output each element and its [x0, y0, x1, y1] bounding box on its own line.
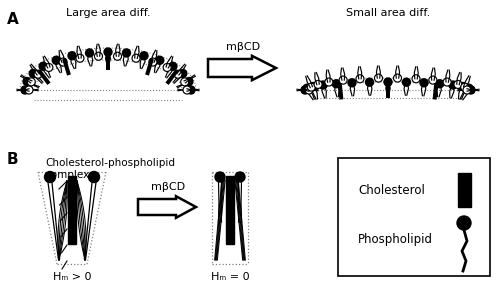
Circle shape: [308, 83, 316, 91]
Bar: [338, 158, 490, 276]
Circle shape: [420, 79, 428, 87]
Polygon shape: [166, 69, 179, 85]
Circle shape: [140, 52, 148, 60]
Circle shape: [149, 58, 157, 66]
Circle shape: [28, 78, 36, 86]
Text: mβCD: mβCD: [226, 42, 260, 52]
Polygon shape: [145, 58, 154, 76]
Circle shape: [25, 86, 33, 94]
Circle shape: [235, 172, 245, 182]
Circle shape: [394, 74, 402, 82]
Circle shape: [384, 78, 392, 86]
Circle shape: [467, 86, 475, 94]
Circle shape: [122, 49, 130, 57]
Circle shape: [303, 84, 311, 92]
Circle shape: [309, 83, 317, 91]
Polygon shape: [338, 83, 344, 100]
FancyArrow shape: [208, 56, 276, 80]
Polygon shape: [37, 69, 51, 85]
Bar: [458, 173, 471, 207]
Circle shape: [76, 54, 84, 62]
Circle shape: [132, 54, 140, 62]
Circle shape: [114, 52, 122, 60]
Text: mβCD: mβCD: [151, 182, 185, 192]
Circle shape: [21, 86, 29, 94]
Polygon shape: [106, 53, 110, 70]
Text: Phospholipid: Phospholipid: [358, 233, 433, 247]
Circle shape: [68, 52, 76, 60]
Circle shape: [465, 84, 473, 92]
Circle shape: [45, 64, 53, 72]
Circle shape: [169, 62, 177, 70]
Circle shape: [429, 76, 437, 84]
Polygon shape: [62, 58, 71, 76]
Circle shape: [29, 70, 37, 78]
Circle shape: [305, 86, 313, 94]
Circle shape: [215, 172, 225, 182]
Bar: [226, 176, 234, 244]
Circle shape: [301, 86, 309, 94]
Text: Small area diff.: Small area diff.: [346, 8, 430, 18]
Circle shape: [44, 172, 56, 182]
Circle shape: [412, 75, 420, 83]
Circle shape: [34, 70, 42, 78]
Polygon shape: [386, 82, 390, 98]
Circle shape: [402, 78, 410, 86]
Circle shape: [39, 62, 47, 70]
Circle shape: [59, 58, 67, 66]
Circle shape: [325, 78, 333, 86]
Bar: [68, 176, 76, 244]
Circle shape: [332, 80, 340, 88]
Text: B: B: [7, 152, 18, 167]
Text: A: A: [7, 12, 19, 27]
Circle shape: [180, 78, 188, 86]
Circle shape: [314, 80, 322, 88]
Text: Hₘ = 0: Hₘ = 0: [210, 272, 250, 282]
Circle shape: [319, 81, 327, 89]
Circle shape: [23, 78, 31, 86]
Circle shape: [366, 78, 374, 86]
Circle shape: [156, 56, 164, 64]
Circle shape: [104, 48, 112, 56]
Circle shape: [187, 86, 195, 94]
Circle shape: [457, 216, 471, 230]
Circle shape: [185, 78, 193, 86]
Circle shape: [459, 83, 467, 91]
Circle shape: [436, 80, 444, 88]
Circle shape: [174, 70, 182, 78]
Circle shape: [52, 56, 60, 64]
Circle shape: [86, 49, 94, 57]
Text: Large area diff.: Large area diff.: [66, 8, 150, 18]
Circle shape: [460, 83, 468, 91]
Circle shape: [463, 86, 471, 94]
Circle shape: [356, 75, 364, 83]
Circle shape: [374, 74, 382, 82]
Circle shape: [94, 52, 102, 60]
Circle shape: [449, 81, 457, 89]
FancyArrow shape: [138, 196, 196, 218]
Text: Hₘ > 0: Hₘ > 0: [53, 272, 91, 282]
Circle shape: [348, 79, 356, 87]
Circle shape: [163, 64, 171, 72]
Circle shape: [179, 70, 187, 78]
Circle shape: [183, 86, 191, 94]
Text: Cholesterol-phospholipid
complex: Cholesterol-phospholipid complex: [45, 158, 175, 180]
Polygon shape: [432, 83, 438, 100]
Circle shape: [339, 76, 347, 84]
Circle shape: [454, 80, 462, 88]
Circle shape: [443, 78, 451, 86]
Text: Cholesterol: Cholesterol: [358, 184, 425, 196]
Circle shape: [88, 172, 100, 182]
